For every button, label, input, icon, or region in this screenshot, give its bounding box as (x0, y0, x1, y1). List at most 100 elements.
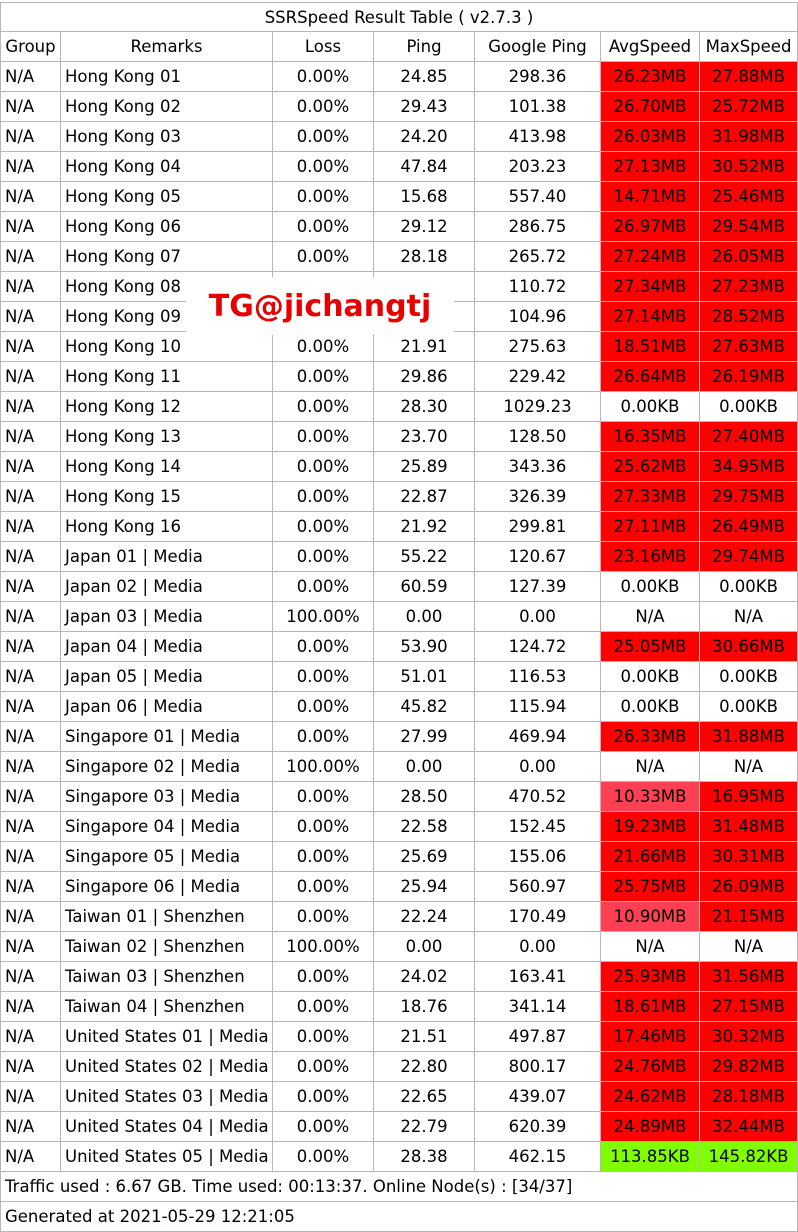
cell-ping: 29.43 (373, 91, 475, 122)
cell-group: N/A (0, 1021, 61, 1052)
table-row: N/A Hong Kong 04 0.00% 47.84 203.23 27.13MB 30… (0, 151, 798, 182)
cell-avg-speed: 0.00KB (600, 691, 700, 722)
cell-google-ping: 104.96 (474, 301, 601, 332)
cell-group: N/A (0, 961, 61, 992)
cell-max-speed: 0.00KB (698, 391, 798, 422)
cell-ping: 47.84 (373, 151, 475, 182)
cell-max-speed: 29.74MB (698, 541, 798, 572)
cell-google-ping: 120.67 (474, 541, 601, 572)
cell-group: N/A (0, 421, 61, 452)
cell-ping: 24.20 (373, 121, 475, 152)
table-row: N/A United States 01 | Media 0.00% 21.51 497… (0, 1021, 798, 1052)
cell-avg-speed: 113.85KB (600, 1141, 700, 1172)
cell-group: N/A (0, 361, 61, 392)
cell-loss: 0.00% (272, 541, 374, 572)
watermark-label: TG@jichangtj (186, 277, 454, 335)
cell-ping: 22.87 (373, 481, 475, 512)
cell-remarks: Hong Kong 14 (60, 451, 273, 482)
cell-group: N/A (0, 871, 61, 902)
cell-loss: 0.00% (272, 961, 374, 992)
cell-ping: 23.70 (373, 421, 475, 452)
cell-loss: 100.00% (272, 751, 374, 782)
cell-loss: 0.00% (272, 421, 374, 452)
cell-max-speed: 26.09MB (698, 871, 798, 902)
cell-group: N/A (0, 1051, 61, 1082)
table-row: N/A Taiwan 02 | Shenzhen 100.00% 0.00 0.00 N/… (0, 931, 798, 962)
cell-group: N/A (0, 301, 61, 332)
cell-group: N/A (0, 481, 61, 512)
cell-max-speed: 0.00KB (698, 661, 798, 692)
cell-group: N/A (0, 931, 61, 962)
cell-loss: 0.00% (272, 451, 374, 482)
table-row: N/A Taiwan 01 | Shenzhen 0.00% 22.24 170.49 1… (0, 901, 798, 932)
cell-max-speed: 29.75MB (698, 481, 798, 512)
header-google-ping: Google Ping (474, 31, 601, 62)
cell-avg-speed: 17.46MB (600, 1021, 700, 1052)
cell-avg-speed: 26.23MB (600, 61, 700, 92)
cell-avg-speed: 26.33MB (600, 721, 700, 752)
cell-ping: 45.82 (373, 691, 475, 722)
cell-avg-speed: 18.51MB (600, 331, 700, 362)
cell-remarks: Hong Kong 06 (60, 211, 273, 242)
cell-loss: 0.00% (272, 1111, 374, 1142)
cell-max-speed: 0.00KB (698, 571, 798, 602)
cell-remarks: Singapore 02 | Media (60, 751, 273, 782)
cell-remarks: Taiwan 01 | Shenzhen (60, 901, 273, 932)
cell-avg-speed: 23.16MB (600, 541, 700, 572)
cell-google-ping: 101.38 (474, 91, 601, 122)
table-row: N/A United States 05 | Media 0.00% 28.38 462… (0, 1141, 798, 1172)
cell-ping: 27.99 (373, 721, 475, 752)
table-row: N/A Hong Kong 06 0.00% 29.12 286.75 26.97MB 29… (0, 211, 798, 242)
cell-google-ping: 557.40 (474, 181, 601, 212)
cell-max-speed: 26.05MB (698, 241, 798, 272)
cell-ping: 53.90 (373, 631, 475, 662)
table-row: N/A Hong Kong 01 0.00% 24.85 298.36 26.23MB 27… (0, 61, 798, 92)
cell-max-speed: 25.72MB (698, 91, 798, 122)
cell-group: N/A (0, 811, 61, 842)
cell-google-ping: 560.97 (474, 871, 601, 902)
cell-loss: 0.00% (272, 391, 374, 422)
cell-remarks: United States 05 | Media (60, 1141, 273, 1172)
cell-max-speed: 31.56MB (698, 961, 798, 992)
cell-remarks: Hong Kong 15 (60, 481, 273, 512)
cell-group: N/A (0, 901, 61, 932)
cell-remarks: Hong Kong 04 (60, 151, 273, 182)
cell-ping: 0.00 (373, 601, 475, 632)
cell-loss: 0.00% (272, 181, 374, 212)
table-row: N/A Japan 01 | Media 0.00% 55.22 120.67 23.16… (0, 541, 798, 572)
cell-google-ping: 439.07 (474, 1081, 601, 1112)
cell-ping: 0.00 (373, 751, 475, 782)
cell-loss: 0.00% (272, 661, 374, 692)
cell-google-ping: 286.75 (474, 211, 601, 242)
table-row: N/A Taiwan 03 | Shenzhen 0.00% 24.02 163.41 2… (0, 961, 798, 992)
cell-avg-speed: 26.97MB (600, 211, 700, 242)
cell-remarks: Hong Kong 13 (60, 421, 273, 452)
cell-avg-speed: 27.14MB (600, 301, 700, 332)
cell-ping: 25.94 (373, 871, 475, 902)
cell-avg-speed: 0.00KB (600, 391, 700, 422)
cell-loss: 0.00% (272, 361, 374, 392)
cell-avg-speed: 27.11MB (600, 511, 700, 542)
cell-remarks: Singapore 03 | Media (60, 781, 273, 812)
cell-max-speed: 31.98MB (698, 121, 798, 152)
cell-max-speed: 26.49MB (698, 511, 798, 542)
header-loss: Loss (272, 31, 374, 62)
cell-ping: 0.00 (373, 931, 475, 962)
cell-google-ping: 1029.23 (474, 391, 601, 422)
cell-loss: 0.00% (272, 121, 374, 152)
cell-max-speed: 32.44MB (698, 1111, 798, 1142)
table-title: SSRSpeed Result Table ( v2.7.3 ) (0, 2, 798, 32)
cell-remarks: Taiwan 03 | Shenzhen (60, 961, 273, 992)
cell-avg-speed: 25.75MB (600, 871, 700, 902)
cell-google-ping: 800.17 (474, 1051, 601, 1082)
cell-google-ping: 152.45 (474, 811, 601, 842)
cell-group: N/A (0, 61, 61, 92)
cell-group: N/A (0, 181, 61, 212)
cell-avg-speed: 24.76MB (600, 1051, 700, 1082)
cell-remarks: United States 01 | Media (60, 1021, 273, 1052)
cell-remarks: Japan 05 | Media (60, 661, 273, 692)
cell-group: N/A (0, 1141, 61, 1172)
cell-google-ping: 469.94 (474, 721, 601, 752)
cell-loss: 0.00% (272, 151, 374, 182)
